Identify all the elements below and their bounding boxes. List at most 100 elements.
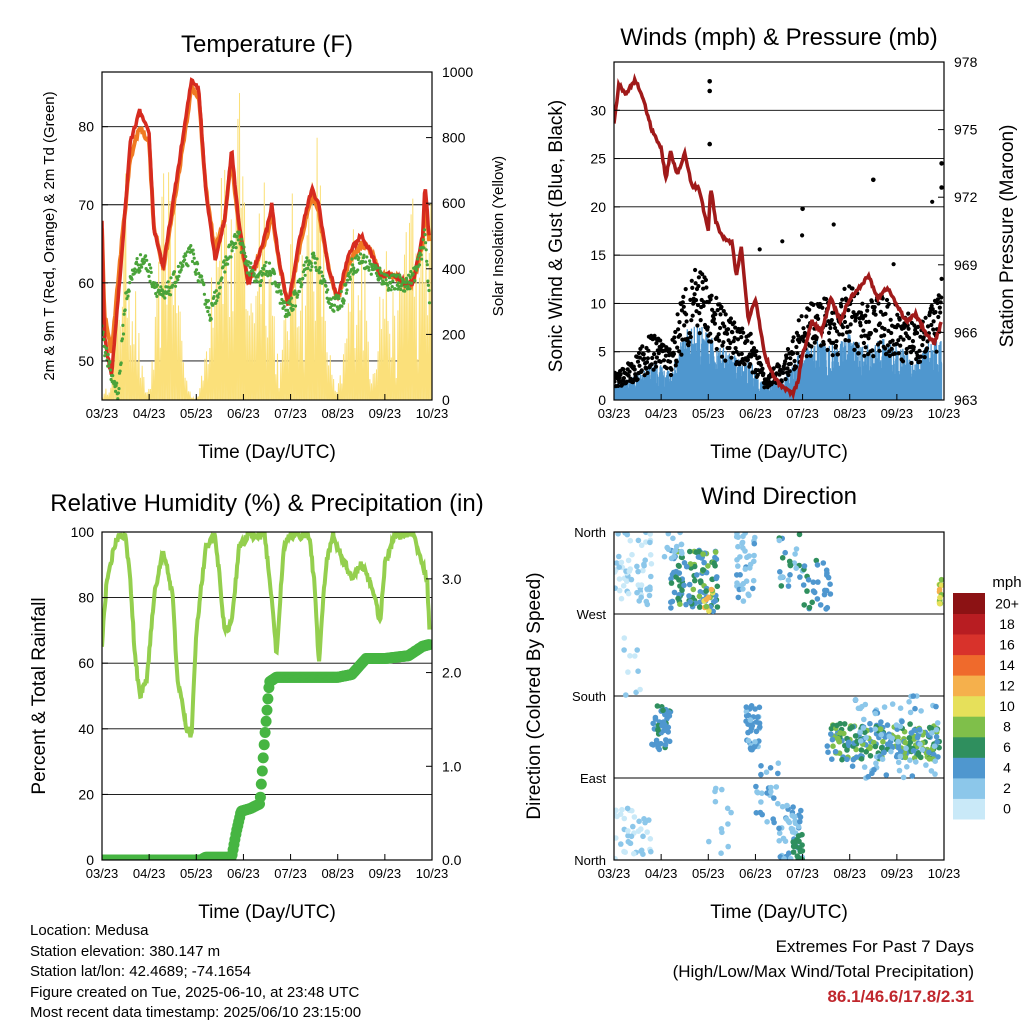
gust-point (834, 329, 840, 334)
direction-point (858, 747, 865, 753)
colorbar-label: 12 (999, 678, 1015, 694)
direction-point (662, 741, 669, 748)
direction-point (910, 693, 917, 699)
direction-point (676, 570, 683, 576)
dewpoint-point (112, 379, 116, 384)
temperature-2m-line (102, 77, 431, 376)
dewpoint-point (258, 283, 262, 288)
gust-point (668, 372, 674, 378)
direction-point (893, 722, 900, 728)
dewpoint-point (366, 265, 371, 270)
humidity-plot-frame (101, 531, 433, 861)
dewpoint-point (375, 266, 379, 270)
gust-point (814, 335, 819, 340)
direction-point (888, 748, 894, 755)
gust-point (833, 343, 839, 349)
direction-point (910, 748, 917, 754)
dewpoint-point (295, 295, 299, 299)
winds-x-tick-label: 04/23 (645, 406, 678, 421)
dewpoint-point (216, 281, 221, 285)
direction-point (703, 596, 710, 603)
dewpoint-point (202, 292, 206, 296)
direction-point (618, 841, 624, 847)
direction-point (683, 563, 690, 570)
gust-point (688, 334, 693, 340)
direction-point (655, 726, 661, 733)
dewpoint-point (112, 382, 116, 386)
dewpoint-point (314, 265, 318, 269)
dewpoint-point (121, 323, 125, 327)
direction-point (855, 705, 862, 712)
direction-point (798, 807, 804, 814)
gust-point (796, 333, 801, 338)
gust-point (895, 323, 900, 328)
gust-point (780, 239, 785, 244)
winds-y-tick-label: 20 (590, 199, 606, 215)
direction-point (619, 806, 625, 813)
direction-point (683, 601, 689, 608)
dewpoint-point (155, 283, 159, 287)
dewpoint-point (305, 256, 309, 260)
gust-point (685, 336, 690, 341)
direction-point (863, 734, 869, 741)
direction-point (917, 741, 923, 747)
direction-point (795, 833, 802, 839)
direction-point (784, 802, 790, 809)
direction-y-tick-label: North (574, 525, 606, 540)
direction-point (691, 563, 698, 570)
dewpoint-point (102, 337, 106, 342)
dewpoint-point (309, 261, 313, 265)
gust-point (672, 335, 677, 340)
direction-point (648, 573, 654, 580)
dewpoint-point (252, 272, 256, 276)
gust-point (931, 319, 936, 324)
gust-point (794, 344, 799, 350)
dewpoint-point (317, 268, 321, 272)
dewpoint-point (427, 288, 431, 293)
dewpoint-point (422, 228, 427, 232)
direction-point (616, 564, 622, 570)
direction-point (616, 553, 622, 560)
direction-point (907, 757, 913, 763)
direction-point (739, 539, 746, 546)
direction-point (918, 708, 924, 714)
temperature-panel: Temperature (F) 03/23 04/23 05/23 06/23 07/2… (41, 31, 507, 463)
dewpoint-point (235, 234, 239, 238)
direction-point (671, 548, 678, 555)
direction-point (883, 772, 890, 778)
direction-point (773, 784, 780, 790)
direction-point (647, 539, 653, 546)
dewpoint-point (395, 273, 399, 277)
dewpoint-point (282, 305, 286, 309)
direction-point (649, 741, 655, 748)
direction-point (872, 726, 879, 732)
gust-point (728, 340, 733, 346)
gust-point (883, 346, 888, 351)
gust-point (898, 343, 903, 348)
direction-point (735, 543, 741, 550)
winds-x-tick-label: 08/23 (833, 406, 866, 421)
gust-point (809, 344, 814, 349)
precipitation-point (258, 739, 270, 751)
humidity-x-tick-label: 07/23 (274, 866, 307, 881)
direction-point (932, 771, 938, 777)
dewpoint-point (107, 364, 111, 368)
dewpoint-point (196, 262, 200, 266)
direction-point (620, 583, 627, 589)
direction-point (690, 586, 697, 593)
direction-point (777, 574, 784, 581)
humidity-y-tick-label: 0 (86, 852, 94, 868)
direction-point (823, 606, 829, 612)
dewpoint-point (222, 259, 226, 263)
gust-point (816, 316, 821, 321)
temperature-series (102, 77, 432, 400)
gust-point (732, 320, 737, 325)
direction-point (829, 736, 836, 743)
direction-point (934, 739, 940, 745)
direction-point (897, 705, 904, 711)
dewpoint-point (145, 258, 149, 262)
gust-point (937, 305, 942, 310)
gust-point (896, 338, 901, 343)
direction-point (696, 593, 703, 600)
direction-point (853, 754, 860, 760)
